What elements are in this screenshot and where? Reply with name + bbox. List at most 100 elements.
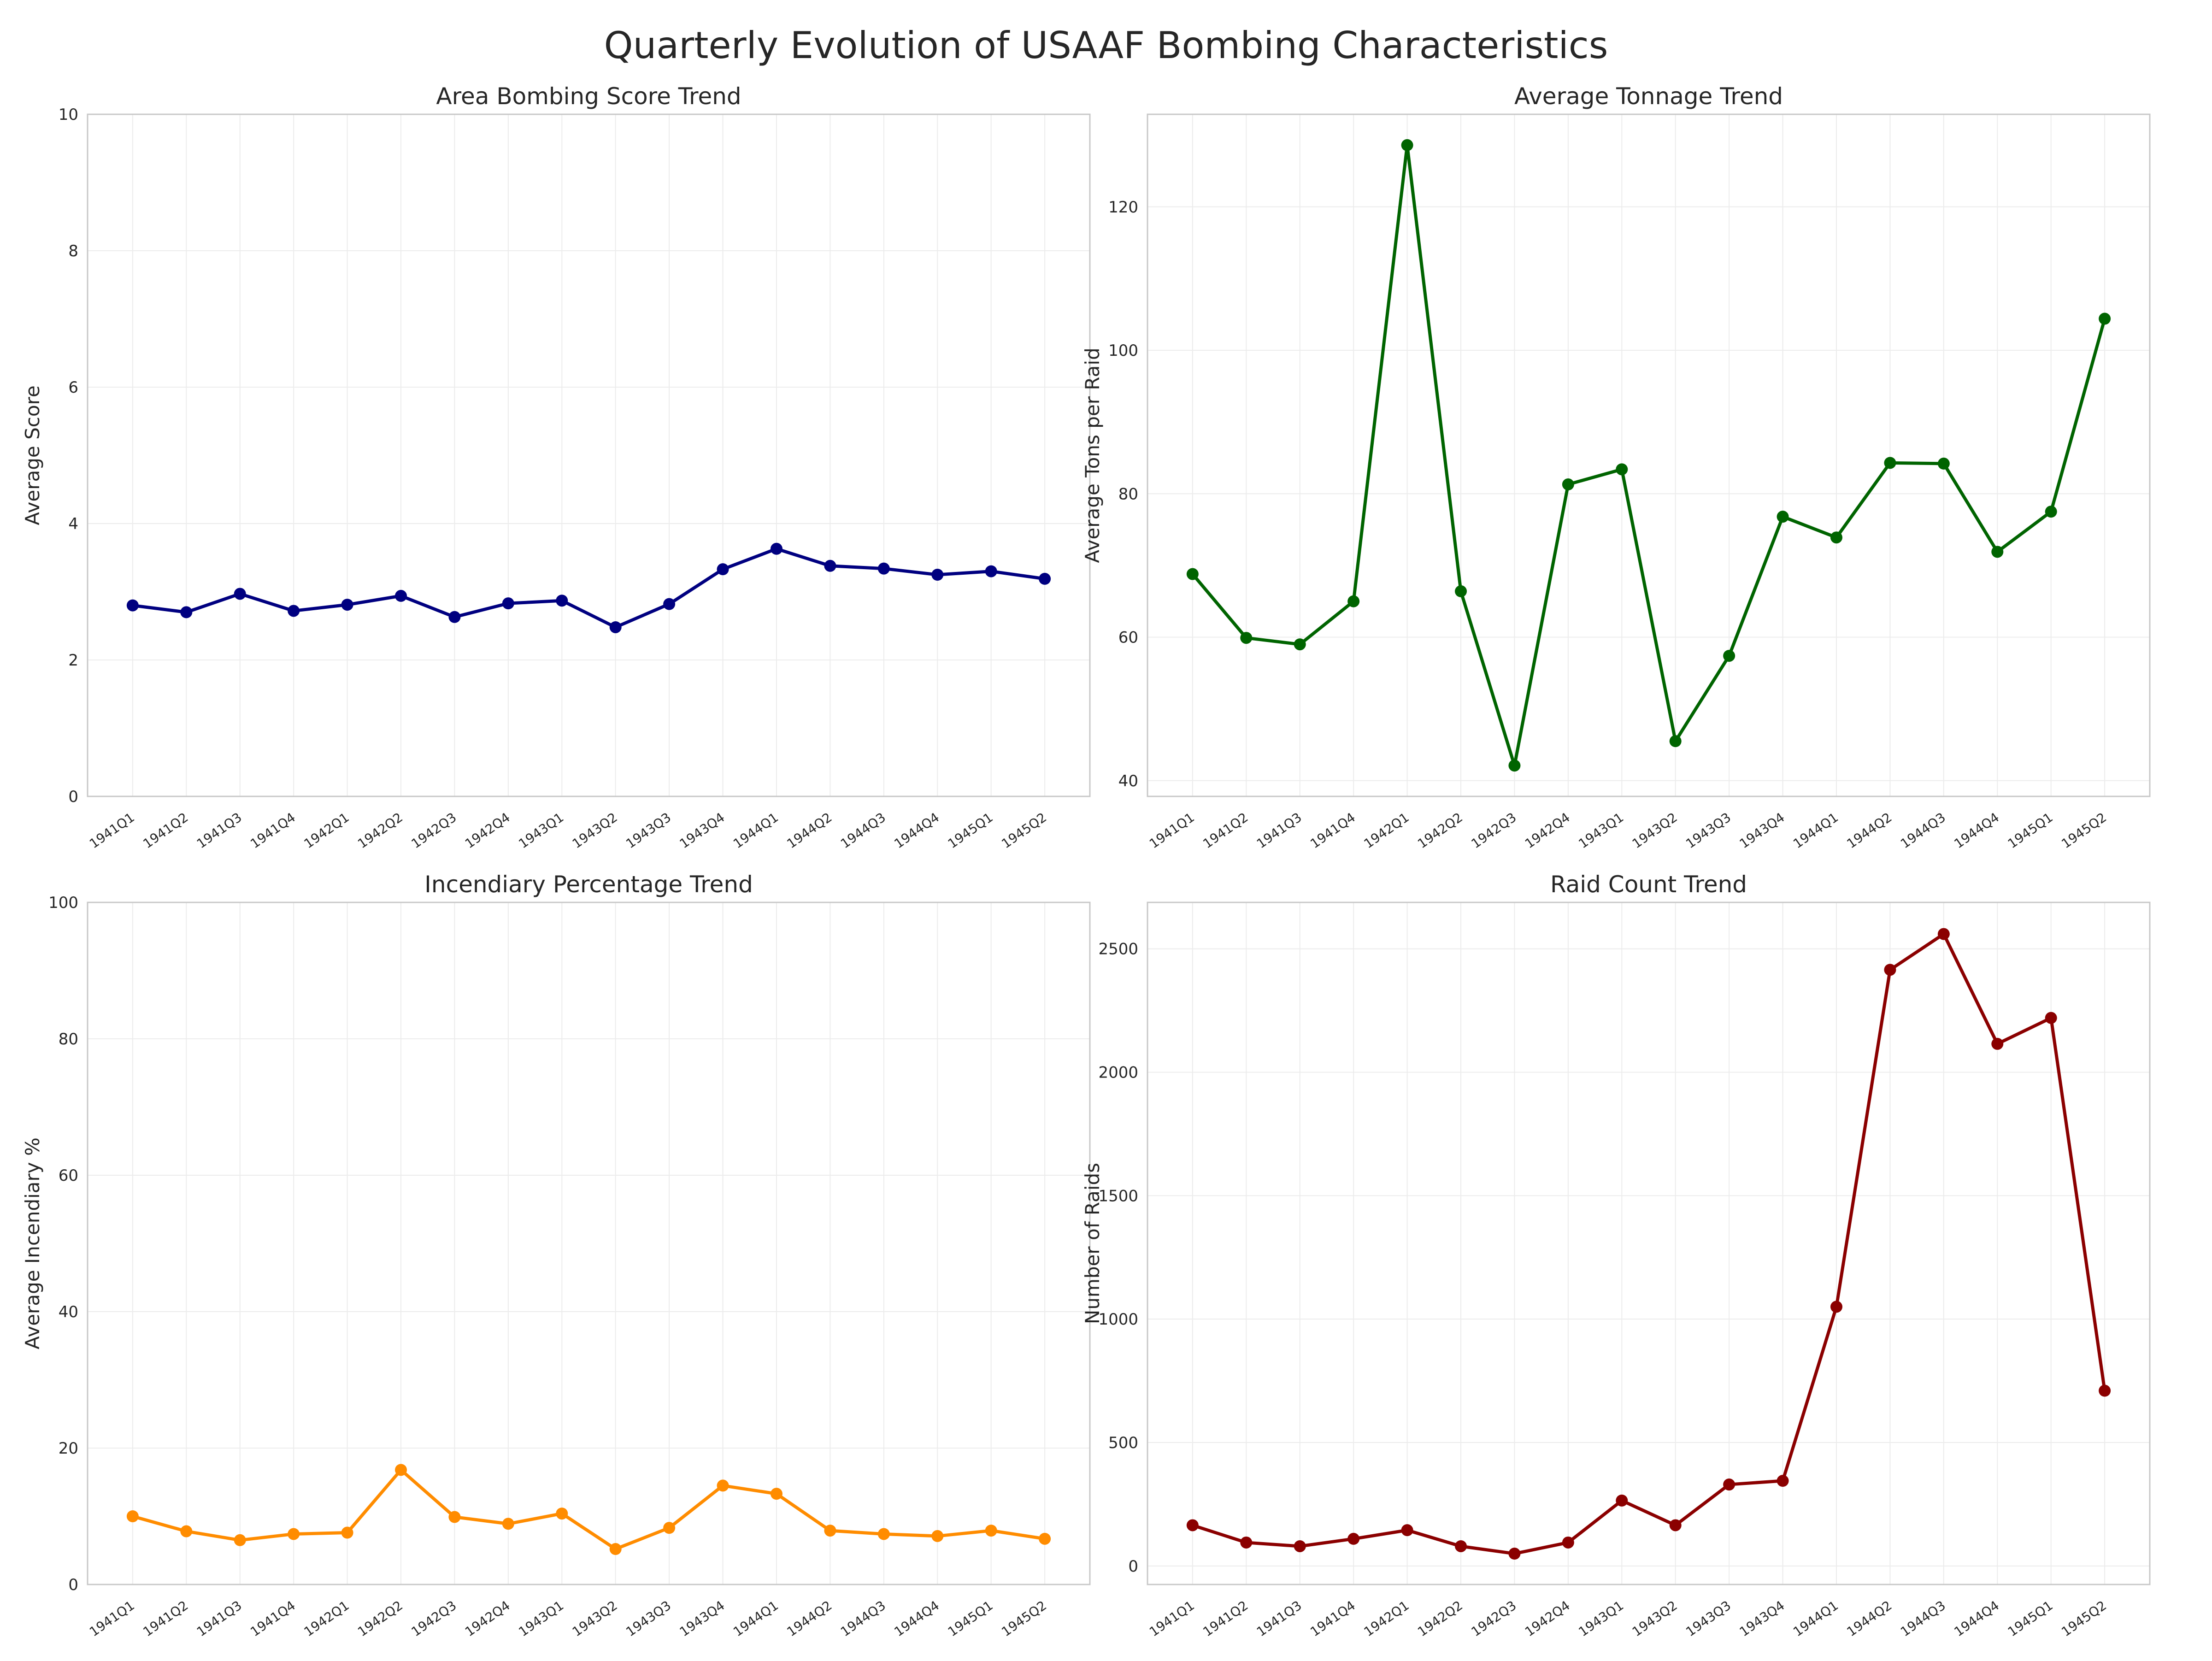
chart-1-data-point xyxy=(502,597,514,610)
chart-2-plot-area xyxy=(1147,114,2150,796)
chart-2-data-point xyxy=(1401,139,1413,151)
chart-3-ytick-label: 0 xyxy=(68,1576,78,1594)
chart-4-data-point xyxy=(1294,1540,1306,1552)
chart-4-ytick-label: 500 xyxy=(1108,1434,1138,1452)
chart-4-ytick-label: 1000 xyxy=(1098,1310,1138,1329)
chart-2-ytick-label: 40 xyxy=(1118,772,1138,790)
chart-2-xtick-label: 1943Q4 xyxy=(1737,810,1788,852)
chart-3-ytick-label: 80 xyxy=(59,1030,78,1048)
chart-4-xtick-label: 1944Q1 xyxy=(1790,1598,1841,1640)
chart-4-data-point xyxy=(2045,1012,2057,1024)
chart-3-data-point xyxy=(180,1525,193,1537)
chart-1-data-point xyxy=(180,606,193,618)
chart-3-data-point xyxy=(824,1525,836,1537)
chart-1-data-point xyxy=(824,560,836,572)
chart-4-xtick-label: 1943Q2 xyxy=(1630,1598,1680,1640)
chart-2-data-point xyxy=(2045,506,2057,518)
chart-1-data-point xyxy=(448,611,461,623)
chart-1-xtick-label: 1944Q3 xyxy=(838,810,888,852)
chart-2-data-point xyxy=(1991,546,2004,558)
chart-3-xtick-label: 1943Q3 xyxy=(623,1598,674,1640)
chart-2-ytick-label: 60 xyxy=(1118,629,1138,647)
chart-2-data-point xyxy=(1937,457,1950,470)
chart-3-data-point xyxy=(556,1508,568,1520)
chart-3-data-point xyxy=(502,1518,514,1530)
chart-4-data-point xyxy=(1186,1519,1199,1531)
chart-1-data-point xyxy=(663,598,676,610)
chart-1-ytick-label: 0 xyxy=(68,788,78,806)
chart-1-data-point xyxy=(126,599,139,612)
chart-2-data-point xyxy=(1562,478,1574,491)
chart-3-xtick-label: 1945Q1 xyxy=(945,1598,996,1640)
chart-3-data-point xyxy=(985,1525,997,1537)
chart-1-ytick-label: 8 xyxy=(68,242,78,260)
chart-3-xtick-label: 1943Q4 xyxy=(677,1598,728,1640)
chart-4-ylabel: Number of Raids xyxy=(1081,1163,1104,1324)
chart-1-series-line xyxy=(132,547,1045,629)
chart-1-data-point xyxy=(931,569,944,581)
chart-3-xtick-label: 1944Q3 xyxy=(838,1598,888,1640)
chart-4-plot-area xyxy=(1147,902,2150,1584)
chart-3-xtick-label: 1945Q2 xyxy=(999,1598,1049,1640)
chart-3-xtick-label: 1941Q1 xyxy=(87,1598,137,1640)
chart-1-xtick-label: 1945Q2 xyxy=(999,810,1049,852)
chart-3-xtick-label: 1941Q4 xyxy=(247,1598,298,1640)
chart-3-data-point xyxy=(877,1528,890,1540)
chart-2-xtick-label: 1942Q3 xyxy=(1468,810,1519,852)
chart-3-data-point xyxy=(234,1534,246,1546)
chart-4-xtick-label: 1944Q2 xyxy=(1844,1598,1894,1640)
chart-4-xtick-label: 1943Q1 xyxy=(1576,1598,1626,1640)
chart-2-xtick-label: 1943Q2 xyxy=(1630,810,1680,852)
chart-2-xtick-label: 1942Q2 xyxy=(1415,810,1465,852)
chart-4-xtick-label: 1942Q4 xyxy=(1522,1598,1573,1640)
chart-1-data-point xyxy=(770,542,782,555)
chart-3-ytick-label: 60 xyxy=(59,1166,78,1185)
chart-3-data-point xyxy=(717,1479,729,1492)
chart-3-xtick-label: 1943Q2 xyxy=(570,1598,620,1640)
chart-2-xtick-label: 1944Q4 xyxy=(1951,810,2002,852)
chart-4-xtick-label: 1945Q1 xyxy=(2005,1598,2056,1640)
chart-3-plot-area xyxy=(88,902,1090,1584)
chart-2-title: Average Tonnage Trend xyxy=(1514,83,1783,110)
chart-1-xtick-label: 1944Q1 xyxy=(730,810,781,852)
chart-4-data-point xyxy=(1830,1301,1842,1313)
chart-4-data-point xyxy=(2099,1384,2111,1397)
chart-3-xtick-label: 1942Q4 xyxy=(462,1598,513,1640)
chart-4-xtick-label: 1944Q3 xyxy=(1898,1598,1948,1640)
chart-2-ytick-label: 120 xyxy=(1108,198,1138,217)
chart-1-data-point xyxy=(609,621,622,633)
chart-4-data-point xyxy=(1401,1524,1413,1537)
chart-3-frame xyxy=(87,901,1091,1585)
figure-title: Quarterly Evolution of USAAF Bombing Cha… xyxy=(604,24,1608,67)
chart-3-xtick-label: 1941Q3 xyxy=(194,1598,245,1640)
chart-1-xtick-label: 1941Q4 xyxy=(247,810,298,852)
chart-4-data-point xyxy=(1937,928,1950,940)
chart-3-ytick-label: 100 xyxy=(48,894,78,912)
chart-4-title: Raid Count Trend xyxy=(1550,871,1747,898)
chart-4-xtick-label: 1942Q3 xyxy=(1468,1598,1519,1640)
chart-1-xtick-label: 1941Q3 xyxy=(194,810,245,852)
chart-2-data-point xyxy=(1455,585,1467,597)
chart-4-data-point xyxy=(1240,1536,1253,1549)
chart-4-data-point xyxy=(1884,964,1896,976)
chart-3-xtick-label: 1944Q2 xyxy=(784,1598,835,1640)
chart-2-data-point xyxy=(2099,312,2111,325)
chart-1-title: Area Bombing Score Trend xyxy=(436,83,741,110)
chart-1-xtick-label: 1942Q2 xyxy=(355,810,406,852)
chart-3-data-point xyxy=(1039,1532,1051,1545)
chart-1-xtick-label: 1941Q2 xyxy=(140,810,191,852)
chart-1-plot-area xyxy=(88,114,1090,796)
chart-4-ytick-label: 0 xyxy=(1128,1557,1138,1576)
chart-4-xtick-label: 1943Q3 xyxy=(1683,1598,1734,1640)
chart-4-data-point xyxy=(1508,1548,1521,1560)
chart-1-data-point xyxy=(341,599,353,611)
chart-2-xtick-label: 1942Q1 xyxy=(1361,810,1412,852)
chart-4-data-point xyxy=(1991,1037,2004,1050)
chart-1-data-point xyxy=(717,563,729,576)
chart-4-data-point xyxy=(1669,1519,1682,1531)
chart-1-frame xyxy=(87,113,1091,797)
chart-2-xtick-label: 1941Q1 xyxy=(1147,810,1197,852)
chart-1-data-point xyxy=(1039,572,1051,585)
chart-4-ytick-label: 2000 xyxy=(1098,1064,1138,1082)
chart-4-data-point xyxy=(1723,1478,1735,1491)
